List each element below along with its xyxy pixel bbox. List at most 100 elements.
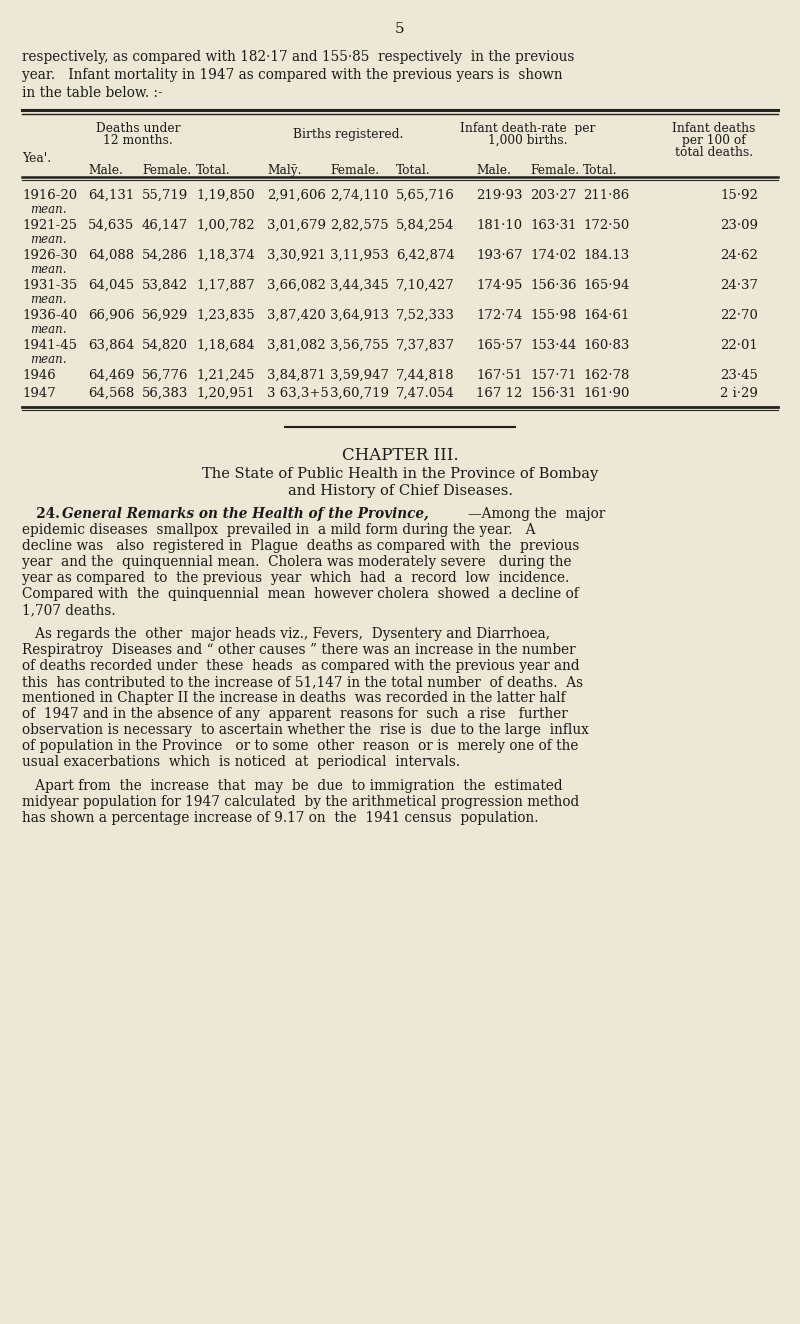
Text: As regards the  other  major heads viz., Fevers,  Dysentery and Diarrhoea,: As regards the other major heads viz., F… — [22, 628, 550, 641]
Text: 5,84,254: 5,84,254 — [396, 218, 454, 232]
Text: Male.: Male. — [476, 164, 511, 177]
Text: 161·90: 161·90 — [583, 387, 630, 400]
Text: 66,906: 66,906 — [88, 308, 134, 322]
Text: 1,19,850: 1,19,850 — [196, 189, 254, 203]
Text: Infant deaths: Infant deaths — [672, 122, 756, 135]
Text: Female.: Female. — [142, 164, 191, 177]
Text: 7,10,427: 7,10,427 — [396, 279, 454, 293]
Text: Total.: Total. — [583, 164, 618, 177]
Text: 163·31: 163·31 — [530, 218, 577, 232]
Text: 7,44,818: 7,44,818 — [396, 369, 454, 383]
Text: Female.: Female. — [330, 164, 379, 177]
Text: 64,568: 64,568 — [88, 387, 134, 400]
Text: 55,719: 55,719 — [142, 189, 188, 203]
Text: 174·95: 174·95 — [476, 279, 522, 293]
Text: 1,000 births.: 1,000 births. — [488, 134, 568, 147]
Text: 56,929: 56,929 — [142, 308, 188, 322]
Text: 24.: 24. — [22, 507, 60, 522]
Text: 2,74,110: 2,74,110 — [330, 189, 389, 203]
Text: 3,60,719: 3,60,719 — [330, 387, 389, 400]
Text: General Remarks on the Health of the Province,: General Remarks on the Health of the Pro… — [62, 507, 429, 522]
Text: Yea'.: Yea'. — [22, 152, 51, 166]
Text: 56,776: 56,776 — [142, 369, 189, 383]
Text: 1921-25: 1921-25 — [22, 218, 77, 232]
Text: 3,01,679: 3,01,679 — [267, 218, 326, 232]
Text: 46,147: 46,147 — [142, 218, 188, 232]
Text: 1,21,245: 1,21,245 — [196, 369, 254, 383]
Text: Infant death-rate  per: Infant death-rate per — [460, 122, 596, 135]
Text: 3,81,082: 3,81,082 — [267, 339, 326, 352]
Text: 1,20,951: 1,20,951 — [196, 387, 254, 400]
Text: 6,42,874: 6,42,874 — [396, 249, 454, 262]
Text: mean.: mean. — [30, 233, 66, 246]
Text: 1931-35: 1931-35 — [22, 279, 78, 293]
Text: this  has contributed to the increase of 51,147 in the total number  of deaths. : this has contributed to the increase of … — [22, 675, 583, 688]
Text: 7,37,837: 7,37,837 — [396, 339, 455, 352]
Text: Respiratroy  Diseases and “ other causes ” there was an increase in the number: Respiratroy Diseases and “ other causes … — [22, 643, 576, 657]
Text: 181·10: 181·10 — [476, 218, 522, 232]
Text: 165·57: 165·57 — [476, 339, 522, 352]
Text: 22·01: 22·01 — [720, 339, 758, 352]
Text: 53,842: 53,842 — [142, 279, 188, 293]
Text: decline was   also  registered in  Plague  deaths as compared with  the  previou: decline was also registered in Plague de… — [22, 539, 579, 553]
Text: mean.: mean. — [30, 354, 66, 365]
Text: per 100 of: per 100 of — [682, 134, 746, 147]
Text: 54,286: 54,286 — [142, 249, 188, 262]
Text: mean.: mean. — [30, 293, 66, 306]
Text: 162·78: 162·78 — [583, 369, 630, 383]
Text: of  1947 and in the absence of any  apparent  reasons for  such  a rise   furthe: of 1947 and in the absence of any appare… — [22, 707, 568, 722]
Text: 203·27: 203·27 — [530, 189, 576, 203]
Text: 211·86: 211·86 — [583, 189, 630, 203]
Text: mean.: mean. — [30, 263, 66, 275]
Text: mean.: mean. — [30, 323, 66, 336]
Text: 3,56,755: 3,56,755 — [330, 339, 389, 352]
Text: Apart from  the  increase  that  may  be  due  to immigration  the  estimated: Apart from the increase that may be due … — [22, 779, 562, 793]
Text: total deaths.: total deaths. — [675, 146, 753, 159]
Text: midyear population for 1947 calculated  by the arithmetical progression method: midyear population for 1947 calculated b… — [22, 794, 579, 809]
Text: 1,707 deaths.: 1,707 deaths. — [22, 602, 116, 617]
Text: Compared with  the  quinquennial  mean  however cholera  showed  a decline of: Compared with the quinquennial mean howe… — [22, 587, 578, 601]
Text: 2,82,575: 2,82,575 — [330, 218, 389, 232]
Text: 24·62: 24·62 — [720, 249, 758, 262]
Text: CHAPTER III.: CHAPTER III. — [342, 448, 458, 463]
Text: 160·83: 160·83 — [583, 339, 630, 352]
Text: 2,91,606: 2,91,606 — [267, 189, 326, 203]
Text: 172·74: 172·74 — [476, 308, 522, 322]
Text: 1926-30: 1926-30 — [22, 249, 78, 262]
Text: Male.: Male. — [88, 164, 123, 177]
Text: 1,17,887: 1,17,887 — [196, 279, 254, 293]
Text: 64,469: 64,469 — [88, 369, 134, 383]
Text: 157·71: 157·71 — [530, 369, 576, 383]
Text: 184.13: 184.13 — [583, 249, 630, 262]
Text: 24·37: 24·37 — [720, 279, 758, 293]
Text: 1,18,684: 1,18,684 — [196, 339, 254, 352]
Text: 56,383: 56,383 — [142, 387, 188, 400]
Text: Births registered.: Births registered. — [293, 128, 403, 140]
Text: 3 63,3+5: 3 63,3+5 — [267, 387, 329, 400]
Text: 23·09: 23·09 — [720, 218, 758, 232]
Text: usual exacerbations  which  is noticed  at  periodical  intervals.: usual exacerbations which is noticed at … — [22, 755, 460, 769]
Text: 54,635: 54,635 — [88, 218, 134, 232]
Text: 174·02: 174·02 — [530, 249, 576, 262]
Text: respectively, as compared with 182·17 and 155·85  respectively  in the previous: respectively, as compared with 182·17 an… — [22, 50, 574, 64]
Text: The State of Public Health in the Province of Bombay: The State of Public Health in the Provin… — [202, 467, 598, 481]
Text: 1936-40: 1936-40 — [22, 308, 78, 322]
Text: 22·70: 22·70 — [720, 308, 758, 322]
Text: 165·94: 165·94 — [583, 279, 630, 293]
Text: 1941-45: 1941-45 — [22, 339, 77, 352]
Text: mentioned in Chapter II the increase in deaths  was recorded in the latter half: mentioned in Chapter II the increase in … — [22, 691, 566, 704]
Text: 156·36: 156·36 — [530, 279, 577, 293]
Text: 1,00,782: 1,00,782 — [196, 218, 254, 232]
Text: observation is necessary  to ascertain whether the  rise is  due to the large  i: observation is necessary to ascertain wh… — [22, 723, 589, 737]
Text: Malȳ.: Malȳ. — [267, 164, 302, 177]
Text: 3,84,871: 3,84,871 — [267, 369, 326, 383]
Text: 15·92: 15·92 — [720, 189, 758, 203]
Text: 156·31: 156·31 — [530, 387, 576, 400]
Text: —Among the  major: —Among the major — [468, 507, 606, 522]
Text: 3,30,921: 3,30,921 — [267, 249, 326, 262]
Text: 3,59,947: 3,59,947 — [330, 369, 389, 383]
Text: 167 12: 167 12 — [476, 387, 522, 400]
Text: has shown a percentage increase of 9.17 on  the  1941 census  population.: has shown a percentage increase of 9.17 … — [22, 812, 538, 825]
Text: 1916-20: 1916-20 — [22, 189, 77, 203]
Text: 193·67: 193·67 — [476, 249, 522, 262]
